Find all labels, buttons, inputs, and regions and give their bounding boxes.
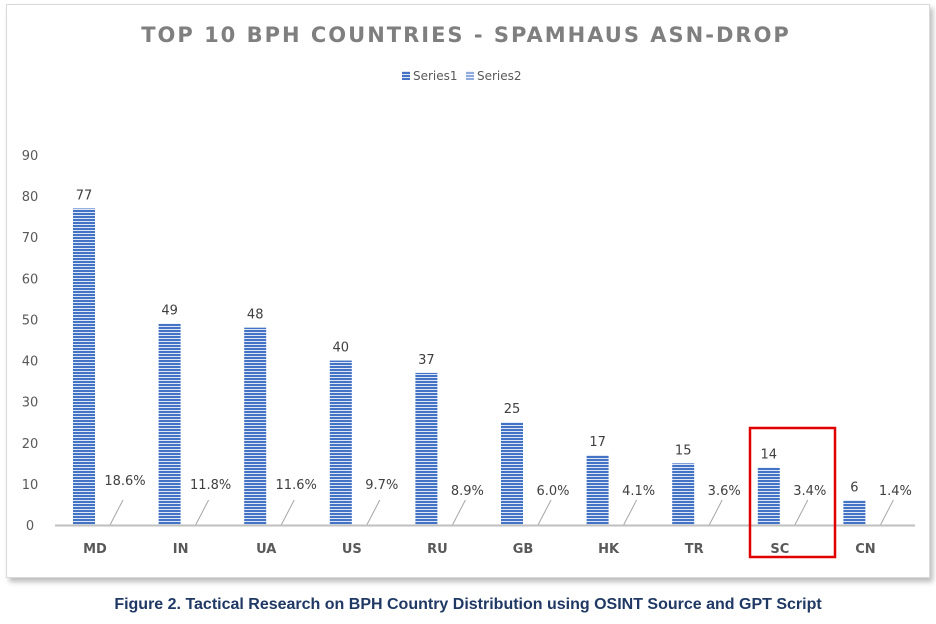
leader-line-SC	[794, 499, 809, 526]
bar-series1-HK	[586, 455, 609, 525]
data-label-series2-CN: 1.4%	[879, 484, 912, 499]
y-tick-label: 40	[22, 355, 39, 370]
data-label-series2-GB: 6.0%	[536, 484, 569, 499]
data-label-series1-GB: 25	[504, 402, 521, 417]
legend: Series1 Series2	[402, 69, 522, 83]
category-label-IN: IN	[173, 542, 189, 557]
leader-line-US	[366, 499, 381, 526]
category-label-CN: CN	[855, 542, 875, 557]
y-tick-label: 90	[22, 149, 39, 164]
category-label-RU: RU	[427, 542, 448, 557]
category-label-MD: MD	[83, 542, 107, 557]
data-label-series2-IN: 11.8%	[190, 478, 231, 493]
y-tick-label: 20	[22, 437, 39, 452]
bar-series1-IN	[158, 323, 181, 525]
leader-line-TR	[708, 499, 723, 526]
leader-line-UA	[280, 499, 295, 526]
data-label-series2-HK: 4.1%	[622, 484, 655, 499]
data-label-series1-HK: 17	[589, 435, 606, 450]
data-label-series2-MD: 18.6%	[104, 474, 145, 489]
bars: 77 18.6% 49 11.8% 48 11.6% 40 9.7% 37 8.9% 25 6.0% 1…	[73, 188, 912, 526]
data-label-series1-UA: 48	[247, 308, 264, 323]
y-tick-label: 50	[22, 313, 39, 328]
leader-line-MD	[109, 499, 124, 526]
data-label-series1-CN: 6	[850, 480, 858, 495]
x-axis: MD IN UA US RU GB HK TR SC CN	[83, 542, 875, 557]
figure-caption: Figure 2. Tactical Research on BPH Count…	[114, 596, 822, 613]
y-tick-label: 10	[22, 478, 39, 493]
data-label-series1-SC: 14	[761, 447, 778, 462]
bar-series1-MD	[73, 208, 95, 525]
data-label-series2-RU: 8.9%	[451, 484, 484, 499]
category-label-UA: UA	[256, 542, 276, 557]
legend-label-series1: Series1	[413, 69, 458, 83]
bar-series1-TR	[672, 463, 695, 525]
bar-series1-US	[329, 360, 352, 525]
leader-line-GB	[537, 499, 552, 526]
category-label-TR: TR	[685, 542, 704, 557]
leader-line-IN	[195, 499, 210, 526]
y-axis: 0 10 20 30 40 50 60 70 80 90	[22, 149, 39, 534]
y-tick-label: 60	[22, 272, 39, 287]
leader-line-HK	[623, 499, 638, 526]
legend-swatch-series2	[466, 71, 474, 80]
data-label-series1-RU: 37	[418, 353, 435, 368]
bar-chart: TOP 10 BPH COUNTRIES - SPAMHAUS ASN-DROP…	[22, 23, 915, 559]
data-label-series2-US: 9.7%	[365, 478, 398, 493]
category-label-HK: HK	[598, 542, 620, 557]
y-tick-label: 30	[22, 396, 39, 411]
legend-swatch-series1	[402, 71, 410, 80]
data-label-series2-SC: 3.4%	[793, 484, 826, 499]
highlight-box	[748, 426, 837, 559]
data-label-series1-IN: 49	[161, 304, 178, 319]
bar-series1-CN	[843, 500, 866, 525]
data-label-series1-US: 40	[333, 341, 350, 356]
y-tick-label: 0	[26, 519, 34, 534]
data-label-series1-TR: 15	[675, 443, 692, 458]
leader-line-CN	[879, 499, 894, 526]
bar-series1-SC	[757, 467, 780, 525]
legend-label-series2: Series2	[477, 69, 522, 83]
leader-line-RU	[451, 499, 466, 526]
bar-series1-UA	[244, 327, 267, 525]
bar-series1-RU	[415, 372, 438, 525]
data-label-series2-UA: 11.6%	[276, 478, 317, 493]
y-tick-label: 70	[22, 231, 39, 246]
category-label-SC: SC	[770, 542, 789, 557]
data-label-series2-TR: 3.6%	[708, 484, 741, 499]
y-tick-label: 80	[22, 190, 39, 205]
bar-series1-GB	[501, 422, 523, 525]
category-label-US: US	[342, 542, 362, 557]
data-label-series1-MD: 77	[76, 188, 93, 203]
category-label-GB: GB	[513, 542, 534, 557]
chart-title: TOP 10 BPH COUNTRIES - SPAMHAUS ASN-DROP	[141, 23, 791, 47]
